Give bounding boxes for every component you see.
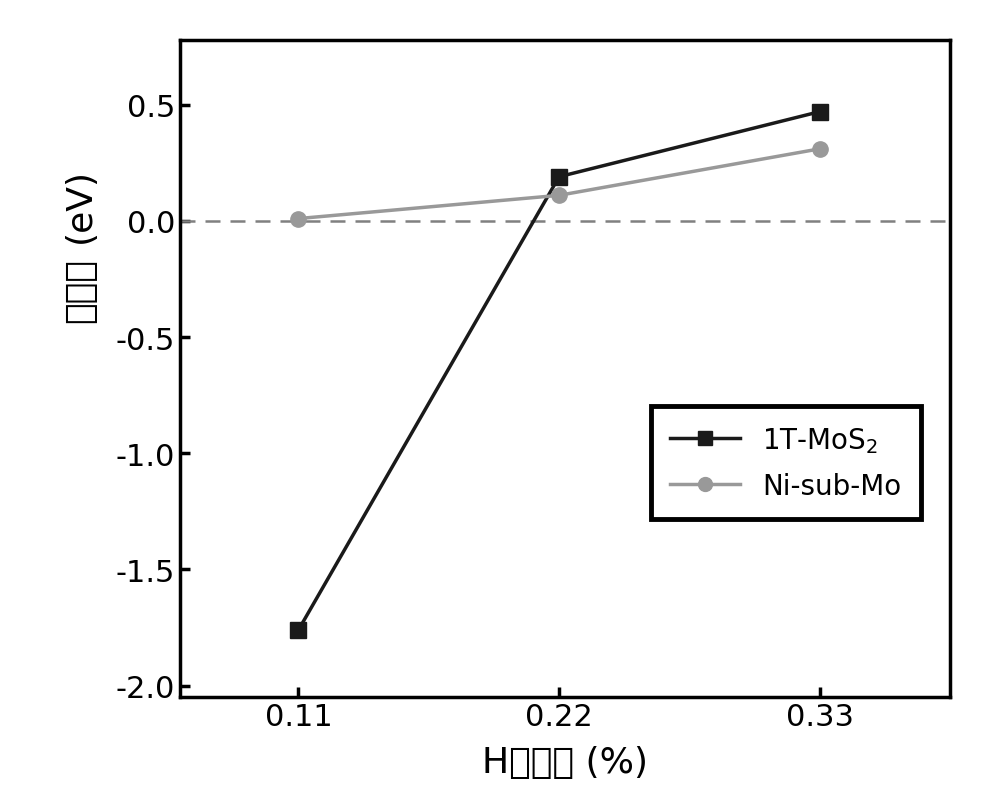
Legend: 1T-MoS$_2$, Ni-sub-Mo: 1T-MoS$_2$, Ni-sub-Mo [651, 406, 921, 519]
Text: (eV): (eV) [63, 167, 97, 242]
Text: 自由能: 自由能 [63, 258, 97, 323]
X-axis label: H覆盖率 (%): H覆盖率 (%) [482, 745, 648, 779]
